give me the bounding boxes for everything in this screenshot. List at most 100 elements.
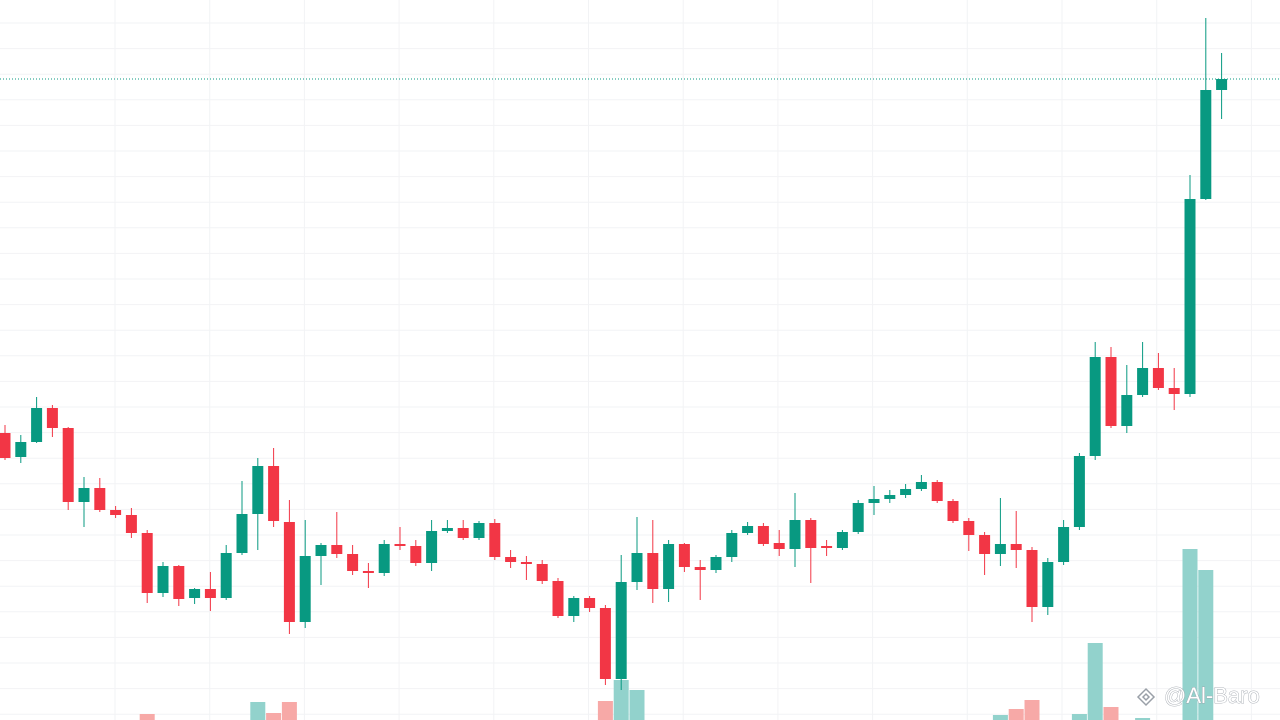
candle-body <box>599 608 611 679</box>
volume-bar <box>281 702 297 720</box>
candle-body <box>726 533 738 557</box>
candle-body <box>868 499 880 503</box>
candle-body <box>536 564 548 581</box>
candle-body <box>505 557 517 562</box>
candle-body <box>489 523 501 557</box>
candle-body <box>173 566 185 599</box>
candle-body <box>220 553 232 598</box>
candle-body <box>1184 199 1196 394</box>
candle-body <box>1137 368 1149 395</box>
candle-body <box>520 562 532 564</box>
candle-body <box>884 495 896 499</box>
volume-bar <box>266 713 282 720</box>
candle-body <box>268 466 280 521</box>
candle-body <box>189 589 201 598</box>
candle-body <box>141 533 153 593</box>
candle-body <box>789 520 801 549</box>
candle-body <box>915 482 927 489</box>
candle-body <box>552 581 564 616</box>
candle-body <box>931 482 943 501</box>
candle-body <box>647 553 659 589</box>
volume-bar <box>250 702 266 720</box>
volume-pane <box>139 549 1214 720</box>
candle-body <box>1121 395 1133 426</box>
candle-body <box>584 598 596 608</box>
volume-bar <box>1087 643 1103 720</box>
candle-body <box>631 553 643 582</box>
candle-body <box>473 523 485 538</box>
candle-body <box>299 556 311 622</box>
candle-body <box>283 522 295 622</box>
candle-body <box>742 526 754 533</box>
candles <box>0 18 1280 690</box>
candle-body <box>963 521 975 535</box>
volume-bar <box>992 715 1008 720</box>
candle-body <box>1089 357 1101 456</box>
candle-body <box>362 571 374 573</box>
candle-body <box>615 582 627 679</box>
candle-body <box>252 466 264 514</box>
candle-body <box>31 408 43 442</box>
candle-body <box>1168 388 1180 394</box>
candle-body <box>62 428 74 502</box>
candle-body <box>694 567 706 570</box>
candle-body <box>426 531 438 563</box>
candle-body <box>568 598 580 616</box>
candle-body <box>1200 90 1212 199</box>
watermark-logo <box>1136 687 1156 707</box>
volume-bar <box>1198 570 1214 720</box>
volume-bar <box>597 701 613 720</box>
volume-bar <box>1135 718 1151 720</box>
candle-body <box>821 546 833 548</box>
candle-body <box>979 535 991 554</box>
candle-body <box>46 408 58 428</box>
candle-body <box>663 544 675 589</box>
candle-body <box>1073 456 1085 527</box>
volume-bar <box>139 714 155 720</box>
candle-body <box>410 546 422 563</box>
volume-bar <box>1024 700 1040 720</box>
candle-body <box>0 433 11 458</box>
candle-body <box>378 544 390 573</box>
candle-body <box>805 520 817 548</box>
candle-body <box>1042 562 1054 607</box>
volume-bar <box>1071 714 1087 720</box>
candle-body <box>94 488 106 510</box>
candle-body <box>678 544 690 567</box>
candle-body <box>347 554 359 571</box>
candle-body <box>125 515 137 533</box>
candle-body <box>15 442 27 457</box>
candle-body <box>710 557 722 570</box>
volume-bar <box>1008 709 1024 720</box>
watermark: @Al-Baro <box>1136 682 1260 708</box>
candle-body <box>457 528 469 538</box>
candle-body <box>757 526 769 544</box>
volume-bar <box>1103 707 1119 720</box>
watermark-text: @Al-Baro <box>1164 683 1260 708</box>
candle-body <box>852 503 864 532</box>
candle-body <box>394 544 406 546</box>
candle-body <box>1105 357 1117 426</box>
candle-body <box>78 488 90 502</box>
candle-body <box>236 514 248 553</box>
candle-body <box>900 489 912 495</box>
candle-body <box>441 528 453 531</box>
candle-body <box>1010 544 1022 550</box>
candle-body <box>1152 368 1164 388</box>
volume-bar <box>629 690 645 720</box>
candle-body <box>773 543 785 549</box>
candle-body <box>1216 79 1228 90</box>
candle-body <box>331 545 343 554</box>
volume-bar <box>1182 549 1198 720</box>
volume-bar <box>613 680 629 720</box>
candle-body <box>836 532 848 548</box>
candle-body <box>315 545 327 556</box>
candle-body <box>204 589 216 598</box>
candle-body <box>994 544 1006 554</box>
candle-body <box>947 501 959 521</box>
candle-body <box>1026 550 1038 607</box>
candle-body <box>1058 527 1070 562</box>
